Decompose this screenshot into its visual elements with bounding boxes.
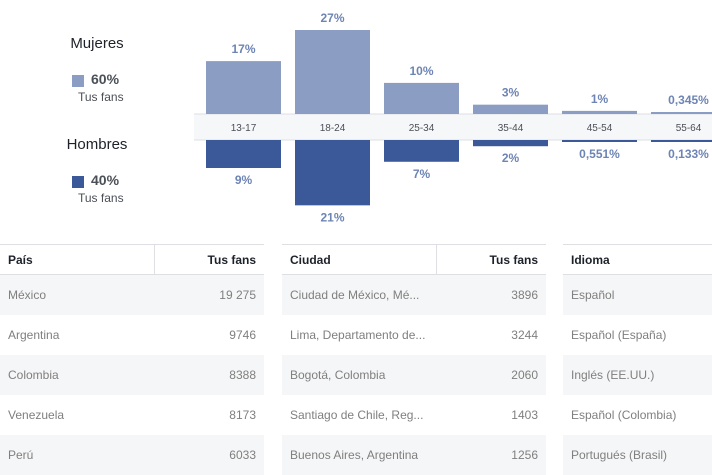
women-bar-label: 27%: [320, 11, 344, 25]
country-fans: 8173: [229, 408, 256, 422]
women-bar-label: 10%: [409, 64, 433, 78]
men-bar: [651, 140, 712, 142]
age-tick-label: 35-44: [498, 123, 524, 134]
age-tick-label: 25-34: [409, 123, 435, 134]
women-bar-label: 0,345%: [668, 93, 709, 107]
men-bar-label: 21%: [320, 210, 344, 224]
women-color-swatch: [72, 75, 84, 87]
men-legend-heading: Hombres: [66, 136, 128, 153]
women-bar: [651, 112, 712, 114]
country-name: Colombia: [0, 355, 155, 395]
country-fans: 8388: [154, 355, 264, 395]
age-tick-label: 18-24: [320, 123, 346, 134]
city-table: Ciudad Tus fans Ciudad de México, Mé... 3…: [282, 244, 546, 475]
men-bar-label: 0,551%: [579, 147, 620, 161]
women-bar: [206, 61, 281, 114]
men-bar: [206, 140, 281, 168]
women-fans-label: Tus fans: [78, 90, 124, 104]
women-percent: 60%: [91, 71, 120, 87]
men-bar: [473, 140, 548, 147]
women-legend-heading: Mujeres: [70, 35, 124, 52]
country-row: Venezuela 8173: [0, 395, 264, 435]
country-name: Perú: [0, 435, 155, 475]
country-fans: 6033: [154, 435, 264, 475]
language-column-header[interactable]: Idioma: [563, 244, 712, 275]
men-bar-label: 7%: [413, 167, 431, 181]
city-fans: 2060: [436, 355, 546, 395]
language-row: Español (Colombia): [563, 395, 712, 435]
women-bar-label: 1%: [591, 92, 609, 106]
city-column-header[interactable]: Ciudad: [282, 244, 437, 275]
city-name: Buenos Aires, Argentina: [282, 435, 437, 475]
women-bar: [384, 82, 459, 114]
city-name: Lima, Departamento de...: [290, 328, 426, 342]
country-row: Argentina 9746: [0, 315, 264, 355]
city-row: Ciudad de México, Mé... 3896: [282, 274, 546, 315]
men-color-swatch: [72, 176, 84, 188]
city-row: Buenos Aires, Argentina 1256: [282, 435, 546, 475]
country-table: País Tus fans México 19 275 Argentina 9746 C…: [0, 244, 264, 475]
city-row: Lima, Departamento de... 3244: [282, 315, 546, 355]
country-fans: 19 275: [154, 274, 264, 315]
men-bar-label: 9%: [235, 173, 253, 187]
language-row: Español: [563, 274, 712, 315]
women-bar: [473, 104, 548, 114]
language-row: Español (España): [563, 315, 712, 355]
men-percent: 40%: [91, 172, 120, 188]
men-bar: [295, 140, 370, 206]
language-name: Español (Colombia): [571, 408, 677, 422]
language-name: Español (España): [571, 328, 667, 342]
city-fans-column-header[interactable]: Tus fans: [436, 244, 546, 275]
men-bar: [562, 140, 637, 142]
country-fans-column-header[interactable]: Tus fans: [154, 244, 264, 275]
city-name: Santiago de Chile, Reg...: [290, 408, 424, 422]
age-axis-band: [194, 114, 712, 140]
women-bar-label: 17%: [231, 42, 255, 56]
city-row: Santiago de Chile, Reg... 1403: [282, 395, 546, 435]
language-row: Inglés (EE.UU.): [563, 355, 712, 395]
language-name: Inglés (EE.UU.): [563, 355, 712, 395]
age-gender-bar-chart: 13-17 17% 9% 18-24 27% 21% 25-34 10% 7% 35-44 3% 2%…: [194, 11, 712, 224]
city-fans: 3896: [436, 274, 546, 315]
country-row: Colombia 8388: [0, 355, 264, 395]
country-column-header[interactable]: País: [0, 244, 155, 275]
men-fans-label: Tus fans: [78, 191, 124, 205]
age-tick-label: 55-64: [676, 123, 702, 134]
women-bar: [295, 30, 370, 114]
women-bar-label: 3%: [502, 86, 520, 100]
city-fans: 3244: [511, 328, 538, 342]
language-row: Portugués (Brasil): [563, 435, 712, 475]
city-fans: 1403: [511, 408, 538, 422]
language-name: Español: [563, 274, 712, 315]
men-bar-label: 0,133%: [668, 147, 709, 161]
language-table: Idioma Español Español (España) Inglés (EE…: [563, 244, 712, 475]
age-tick-label: 45-54: [587, 123, 613, 134]
language-name: Portugués (Brasil): [563, 435, 712, 475]
country-fans: 9746: [229, 328, 256, 342]
city-name: Ciudad de México, Mé...: [282, 274, 437, 315]
city-row: Bogotá, Colombia 2060: [282, 355, 546, 395]
age-tick-label: 13-17: [231, 123, 257, 134]
city-name: Bogotá, Colombia: [282, 355, 437, 395]
country-name: Argentina: [8, 328, 60, 342]
men-bar: [384, 140, 459, 162]
women-bar: [562, 110, 637, 114]
country-name: México: [0, 274, 155, 315]
men-bar-label: 2%: [502, 151, 520, 165]
country-row: Perú 6033: [0, 435, 264, 475]
country-name: Venezuela: [8, 408, 65, 422]
city-fans: 1256: [436, 435, 546, 475]
country-row: México 19 275: [0, 274, 264, 315]
